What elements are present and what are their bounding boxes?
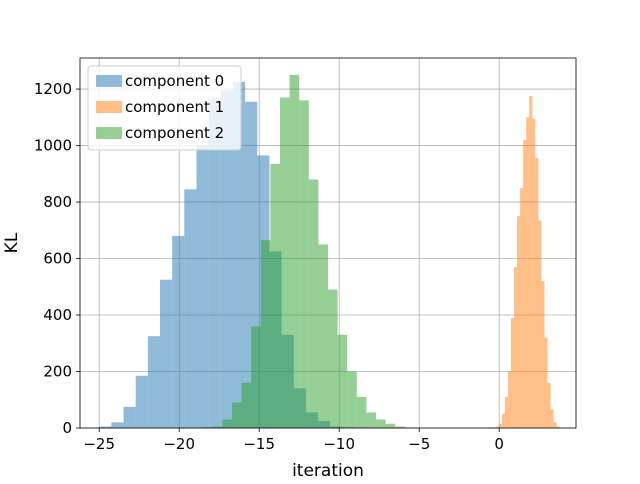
x-tick-label: −10 — [323, 435, 355, 453]
histogram-bar — [135, 375, 148, 428]
legend-label: component 2 — [125, 124, 224, 142]
histogram-bar — [212, 426, 223, 428]
histogram-bar — [308, 179, 319, 428]
histogram-bar — [556, 426, 560, 428]
histogram-bar — [366, 412, 376, 428]
histogram-bar — [520, 187, 524, 428]
x-tick-label: −5 — [408, 435, 430, 453]
histogram-bar — [111, 422, 124, 428]
legend-swatch — [96, 127, 122, 139]
histogram-bar — [299, 100, 309, 429]
histogram-bar — [280, 97, 290, 428]
histogram-bar — [553, 422, 557, 428]
y-tick-label: 400 — [43, 306, 72, 324]
series-1-bars — [492, 96, 560, 429]
histogram-bar — [541, 281, 545, 428]
histogram-bar — [318, 244, 328, 428]
histogram-bar — [208, 97, 221, 428]
histogram-bar — [260, 240, 271, 428]
histogram-bar — [376, 419, 386, 428]
legend-label: component 1 — [125, 98, 224, 116]
histogram-bar — [538, 220, 542, 428]
histogram-bar — [222, 419, 232, 428]
histogram-bar — [241, 382, 252, 428]
y-axis-title: KL — [2, 232, 22, 253]
histogram-bar — [544, 337, 548, 428]
histogram-bar — [337, 334, 348, 428]
histogram-bar — [289, 74, 300, 428]
histogram-bar — [385, 423, 396, 428]
series-2-bars — [203, 74, 415, 429]
x-tick-label: −15 — [243, 435, 275, 453]
histogram-bar — [504, 396, 508, 428]
histogram-bar — [550, 409, 554, 428]
histogram-bar — [184, 189, 197, 428]
legend-box — [87, 65, 242, 151]
histogram-bar — [251, 326, 261, 428]
histogram-bar — [508, 371, 512, 428]
y-tick-label: 200 — [43, 363, 72, 381]
y-tick-label: 1200 — [34, 80, 72, 98]
legend-label: component 0 — [125, 72, 224, 90]
histogram-bar — [99, 426, 112, 428]
histogram-bar — [495, 426, 499, 428]
histogram-bar — [160, 279, 173, 428]
legend-swatch — [96, 101, 122, 113]
histogram-bar — [147, 336, 160, 428]
histogram-bar — [395, 426, 405, 428]
x-tick-label: −25 — [83, 435, 115, 453]
histogram-bar — [347, 371, 357, 428]
ticks-layer: −25 −20 −15 −10 −5 0 0 200 400 600 800 1000 1200 — [34, 80, 504, 453]
plot-frame — [79, 57, 577, 429]
histogram-bar — [511, 317, 515, 428]
x-tick-label: 0 — [494, 435, 504, 453]
histogram-bar — [517, 216, 521, 428]
histogram-bar — [203, 427, 213, 428]
histogram-bar — [232, 82, 246, 429]
histogram-bar — [532, 118, 536, 428]
legend-swatch — [96, 75, 122, 87]
histogram-bar — [172, 235, 185, 428]
bars-layer — [99, 74, 560, 429]
y-tick-label: 800 — [43, 193, 72, 211]
histogram-bar — [196, 145, 209, 428]
histogram-bar — [523, 139, 527, 429]
histogram-bar — [526, 117, 530, 428]
histogram-bar — [514, 267, 518, 428]
histogram-bar — [123, 406, 136, 428]
histogram-bar — [220, 90, 233, 428]
histogram-bar — [270, 163, 280, 429]
histogram-bar — [547, 382, 551, 428]
y-tick-label: 1000 — [34, 137, 72, 155]
histogram-bar — [529, 96, 533, 429]
legend: component 0 component 1 component 2 — [87, 65, 242, 151]
histogram-bar — [535, 158, 539, 428]
histogram-bar — [501, 413, 505, 428]
histogram-bar — [498, 423, 502, 428]
histogram-bar — [232, 402, 242, 428]
histogram-bar — [356, 396, 367, 428]
x-tick-label: −20 — [163, 435, 195, 453]
y-tick-label: 0 — [62, 419, 72, 437]
x-axis-title: iteration — [292, 461, 364, 480]
histogram-bar — [328, 289, 338, 428]
y-tick-label: 600 — [43, 250, 72, 268]
